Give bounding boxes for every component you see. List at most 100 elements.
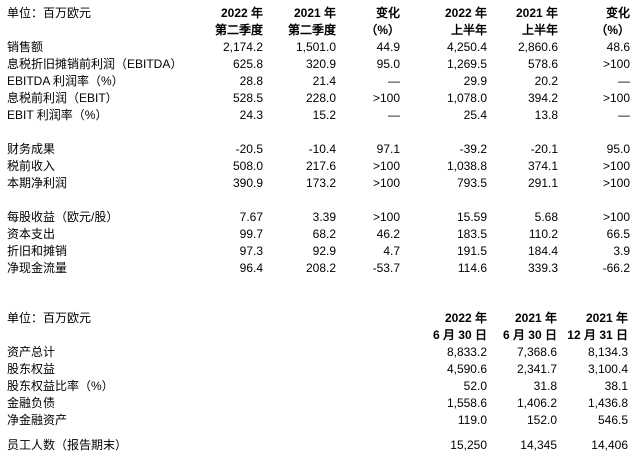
cell-value: — bbox=[618, 74, 630, 88]
cell-value: 394.2 bbox=[527, 91, 558, 105]
cell-value: -20.1 bbox=[530, 142, 558, 156]
col-header-2022-q2: 2022 年 第二季度 bbox=[196, 5, 263, 39]
table-row: 金融负债 1,558.6 1,406.2 1,436.8 bbox=[0, 395, 628, 412]
cell-value: 99.7 bbox=[239, 227, 263, 241]
cell-value: 390.9 bbox=[232, 176, 263, 190]
cell-value: 1,501.0 bbox=[295, 40, 336, 54]
table-row: 息税前利润（EBIT） 528.5 228.0 >100 1,078.0 394.2 >10… bbox=[0, 90, 630, 107]
row-label: 每股收益（欧元/股） bbox=[7, 210, 119, 224]
cell-value: 15.59 bbox=[456, 210, 487, 224]
cell-value: >100 bbox=[602, 210, 630, 224]
cell-value: 114.6 bbox=[457, 261, 487, 275]
header-line1: 2022 年 bbox=[220, 6, 263, 20]
cell-value: 528.5 bbox=[232, 91, 263, 105]
cell-value: 97.3 bbox=[239, 244, 263, 258]
cell-value: -66.2 bbox=[602, 261, 630, 275]
row-label: EBITDA 利润率（%） bbox=[7, 74, 124, 88]
table-row: EBITDA 利润率（%） 28.8 21.4 — 29.9 20.2 — bbox=[0, 73, 630, 90]
cell-value: 1,269.5 bbox=[446, 57, 487, 71]
cell-value: 7.67 bbox=[239, 210, 263, 224]
cell-value: 8,134.3 bbox=[587, 345, 628, 359]
table-row: 员工人数（报告期末） 15,250 14,345 14,406 bbox=[0, 437, 628, 454]
cell-value: 625.8 bbox=[232, 57, 263, 71]
row-label: 股东权益 bbox=[7, 362, 56, 376]
cell-value: 95.0 bbox=[606, 142, 630, 156]
header-line1: 2021 年 bbox=[585, 311, 628, 325]
row-label: 财务成果 bbox=[7, 142, 56, 156]
cell-value: -39.2 bbox=[459, 142, 487, 156]
col-header-2022-jun30: 2022 年 6 月 30 日 bbox=[196, 310, 487, 344]
cell-value: 5.68 bbox=[534, 210, 558, 224]
header-line1: 变化 bbox=[605, 6, 630, 20]
cell-value: 15,250 bbox=[450, 438, 487, 452]
balance-sheet-table: 单位：百万欧元 2022 年 6 月 30 日 2021 年 6 月 30 日 … bbox=[0, 310, 628, 454]
table-row: 折旧和摊销 97.3 92.9 4.7 191.5 184.4 3.9 bbox=[0, 243, 630, 260]
row-label: 本期净利润 bbox=[7, 176, 68, 190]
cell-value: 14,345 bbox=[520, 438, 557, 452]
spacer-row bbox=[0, 192, 630, 209]
balance-table-body: 资产总计 8,833.2 7,368.6 8,134.3 股东权益 4,590.6 2,34… bbox=[0, 344, 628, 454]
cell-value: 21.4 bbox=[312, 74, 336, 88]
cell-value: 13.8 bbox=[534, 108, 558, 122]
col-header-2021-dec31: 2021 年 12 月 31 日 bbox=[557, 310, 628, 344]
cell-value: -53.7 bbox=[372, 261, 400, 275]
row-label: 折旧和摊销 bbox=[7, 244, 68, 258]
cell-value: 28.8 bbox=[239, 74, 263, 88]
cell-value: 14,406 bbox=[591, 438, 628, 452]
row-label: 息税折旧摊销前利润（EBITDA） bbox=[7, 57, 183, 71]
table-row: 财务成果 -20.5 -10.4 97.1 -39.2 -20.1 95.0 bbox=[0, 141, 630, 158]
cell-value: 38.1 bbox=[604, 379, 628, 393]
cell-value: >100 bbox=[372, 159, 400, 173]
row-label: 金融负债 bbox=[7, 396, 56, 410]
cell-value: 1,406.2 bbox=[516, 396, 557, 410]
table-row: 股东权益 4,590.6 2,341.7 3,100.4 bbox=[0, 361, 628, 378]
table-row: 净金融资产 119.0 152.0 546.5 bbox=[0, 412, 628, 429]
cell-value: >100 bbox=[372, 91, 400, 105]
cell-value: 3.39 bbox=[312, 210, 336, 224]
row-label: 税前收入 bbox=[7, 159, 56, 173]
cell-value: — bbox=[388, 74, 400, 88]
cell-value: -20.5 bbox=[235, 142, 263, 156]
spacer-row bbox=[0, 124, 630, 141]
header-line1: 2022 年 bbox=[444, 311, 487, 325]
cell-value: 3,100.4 bbox=[587, 362, 628, 376]
cell-value: 1,078.0 bbox=[446, 91, 487, 105]
cell-value: 52.0 bbox=[463, 379, 487, 393]
spacer-cell bbox=[0, 192, 630, 209]
cell-value: 546.5 bbox=[597, 413, 628, 427]
cell-value: 31.8 bbox=[533, 379, 557, 393]
cell-value: 3.9 bbox=[613, 244, 630, 258]
table-row: 净现金流量 96.4 208.2 -53.7 114.6 339.3 -66.2 bbox=[0, 260, 630, 277]
cell-value: 46.2 bbox=[376, 227, 400, 241]
cell-value: 320.9 bbox=[305, 57, 336, 71]
cell-value: >100 bbox=[602, 57, 630, 71]
cell-value: 119.0 bbox=[457, 413, 487, 427]
cell-value: 291.1 bbox=[527, 176, 558, 190]
cell-value: >100 bbox=[372, 210, 400, 224]
cell-value: >100 bbox=[372, 176, 400, 190]
cell-value: 96.4 bbox=[239, 261, 263, 275]
table-row: 税前收入 508.0 217.6 >100 1,038.8 374.1 >100 bbox=[0, 158, 630, 175]
cell-value: 25.4 bbox=[463, 108, 487, 122]
header-line1: 2022 年 bbox=[444, 6, 487, 20]
table-row: 息税折旧摊销前利润（EBITDA） 625.8 320.9 95.0 1,269.5 57… bbox=[0, 56, 630, 73]
cell-value: 173.2 bbox=[305, 176, 336, 190]
cell-value: 1,558.6 bbox=[446, 396, 487, 410]
table-row: 每股收益（欧元/股） 7.67 3.39 >100 15.59 5.68 >100 bbox=[0, 209, 630, 226]
cell-value: 228.0 bbox=[305, 91, 336, 105]
cell-value: — bbox=[618, 108, 630, 122]
cell-value: 152.0 bbox=[526, 413, 557, 427]
cell-value: 20.2 bbox=[534, 74, 558, 88]
row-label: 销售额 bbox=[7, 40, 44, 54]
cell-value: 208.2 bbox=[305, 261, 336, 275]
header-line2: 12 月 31 日 bbox=[567, 328, 628, 342]
row-label: 员工人数（报告期末） bbox=[7, 438, 128, 452]
col-header-2021-jun30: 2021 年 6 月 30 日 bbox=[487, 310, 557, 344]
cell-value: 374.1 bbox=[527, 159, 558, 173]
cell-value: 1,038.8 bbox=[446, 159, 487, 173]
spacer-cell bbox=[0, 124, 630, 141]
cell-value: 2,174.2 bbox=[222, 40, 263, 54]
cell-value: 92.9 bbox=[312, 244, 336, 258]
row-label: 股东权益比率（%） bbox=[7, 379, 114, 393]
cell-value: 15.2 bbox=[312, 108, 336, 122]
